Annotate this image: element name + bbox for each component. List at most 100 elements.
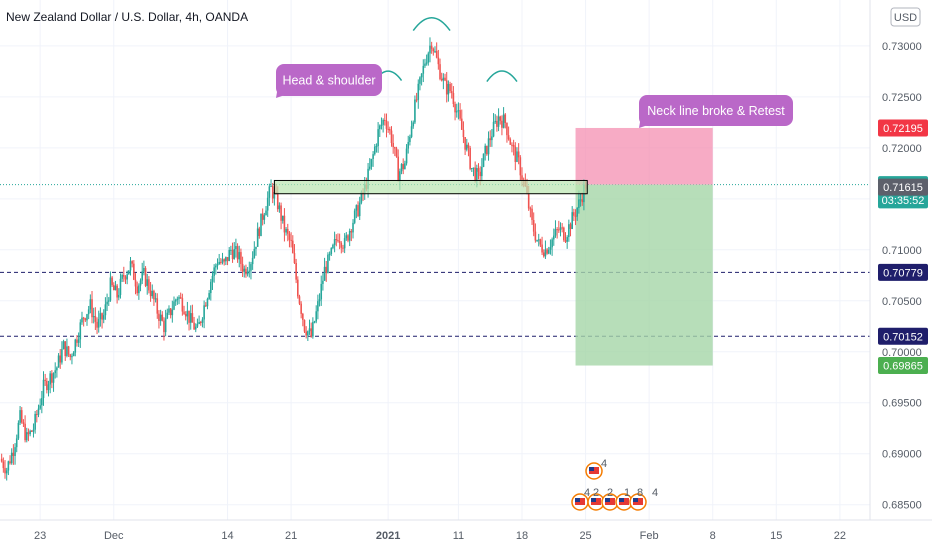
event-row-count-1: 2 (593, 487, 599, 499)
x-tick-6: 18 (516, 530, 528, 542)
candle-body-84 (141, 271, 144, 281)
x-tick-7: 25 (579, 530, 591, 542)
candle-body-257 (430, 45, 433, 49)
candle-body-30 (51, 373, 53, 383)
candle-body-132 (221, 259, 224, 263)
candle-body-43 (72, 352, 75, 357)
candle-body-298 (499, 116, 502, 121)
candle-body-246 (412, 122, 415, 127)
candle-body-68 (114, 285, 117, 291)
candle-body-254 (425, 62, 428, 64)
candle-body-308 (516, 151, 518, 162)
candle-body-153 (256, 228, 259, 247)
x-tick-5: 11 (453, 530, 464, 542)
candle-body-74 (124, 276, 127, 280)
candle-body-212 (355, 205, 358, 211)
candle-body-310 (519, 157, 522, 176)
candle-body-267 (447, 83, 450, 95)
candle-body-29 (49, 373, 51, 385)
candle-body-249 (417, 83, 420, 100)
candle-body-215 (360, 191, 363, 203)
candle-body-208 (348, 231, 351, 241)
candle-body-256 (429, 45, 431, 54)
candle-body-176 (295, 262, 297, 280)
candle-body-329 (551, 239, 553, 248)
x-tick-11: 22 (834, 530, 846, 542)
event-row-count-0: 4 (584, 487, 590, 499)
candle-body-5 (9, 461, 11, 464)
candle-body-278 (465, 144, 468, 150)
x-tick-1: Dec (104, 530, 124, 542)
candle-body-127 (213, 267, 215, 276)
candle-body-64 (107, 300, 110, 302)
candle-body-295 (494, 120, 497, 122)
candle-body-15 (25, 432, 28, 441)
candle-body-12 (20, 410, 23, 423)
chart-title: New Zealand Dollar / U.S. Dollar, 4h, OA… (6, 10, 248, 24)
candle-body-193 (323, 266, 326, 281)
candle-body-113 (189, 313, 192, 323)
candle-body-173 (290, 239, 292, 241)
short-position-tool[interactable] (575, 127, 713, 366)
neckline-zone[interactable] (273, 179, 588, 195)
price-tag-label-2: 03:35:52 (882, 195, 925, 207)
candle-body-297 (497, 116, 500, 127)
candle-body-281 (471, 168, 473, 170)
candle-body-266 (445, 80, 448, 95)
candle-body-332 (556, 229, 558, 231)
time-axis[interactable]: 23 Dec 14 21 2021 11 18 25 Feb 8 15 22 (34, 530, 846, 542)
candle-body-315 (527, 193, 530, 209)
y-tick-5: 0.70500 (882, 296, 922, 308)
candle-body-326 (546, 249, 548, 254)
candle-body-343 (574, 215, 577, 217)
candle-body-34 (57, 355, 60, 368)
event-row-count-2: 2 (607, 487, 613, 499)
candle-body-41 (69, 354, 72, 358)
candle-body-230 (385, 120, 388, 129)
candle-body-317 (531, 208, 533, 221)
candle-body-233 (390, 130, 393, 143)
candle-body-77 (129, 261, 132, 271)
candle-body-140 (235, 246, 237, 250)
candle-body-139 (233, 249, 236, 259)
economic-event-icons[interactable]: 44 2 2 1 8 4 (571, 458, 658, 511)
candle-body-213 (357, 205, 359, 217)
candle-body-200 (335, 239, 338, 241)
candle-body-147 (246, 271, 249, 275)
candle-body-338 (566, 237, 568, 242)
candle-body-279 (467, 144, 470, 148)
candle-body-255 (427, 53, 430, 63)
candle-body-96 (161, 314, 164, 321)
y-tick-4: 0.71000 (882, 245, 922, 257)
candle-body-188 (315, 311, 318, 322)
x-tick-10: 15 (770, 530, 782, 542)
candle-body-274 (459, 110, 461, 119)
candle-body-231 (387, 128, 389, 130)
candle-body-325 (544, 249, 547, 257)
candle-body-138 (231, 249, 234, 259)
candle-body-3 (5, 470, 8, 474)
candle-body-243 (407, 142, 410, 149)
price-axis-bg (870, 0, 932, 520)
candle-body-116 (194, 326, 197, 330)
candle-body-292 (489, 138, 492, 141)
event-icon-row-0-canton (575, 498, 580, 502)
candle-body-133 (223, 259, 225, 262)
price-tag-4: 0.70779 (878, 263, 928, 281)
annotation-head-shoulder-text: Head & shoulder (282, 74, 375, 88)
candle-body-152 (255, 246, 257, 249)
candle-body-82 (138, 285, 140, 294)
candle-body-103 (173, 301, 175, 310)
candle-body-93 (156, 298, 159, 314)
candle-body-22 (37, 408, 40, 415)
candle-body-156 (261, 213, 264, 220)
candle-body-339 (568, 224, 570, 238)
price-tag-bg-0 (878, 119, 928, 137)
candle-body-291 (487, 138, 490, 155)
candle-body-2 (4, 468, 6, 474)
currency-button[interactable]: USD (890, 7, 921, 27)
candle-body-86 (144, 268, 147, 286)
candle-body-245 (410, 126, 413, 137)
candle-body-180 (302, 313, 304, 320)
